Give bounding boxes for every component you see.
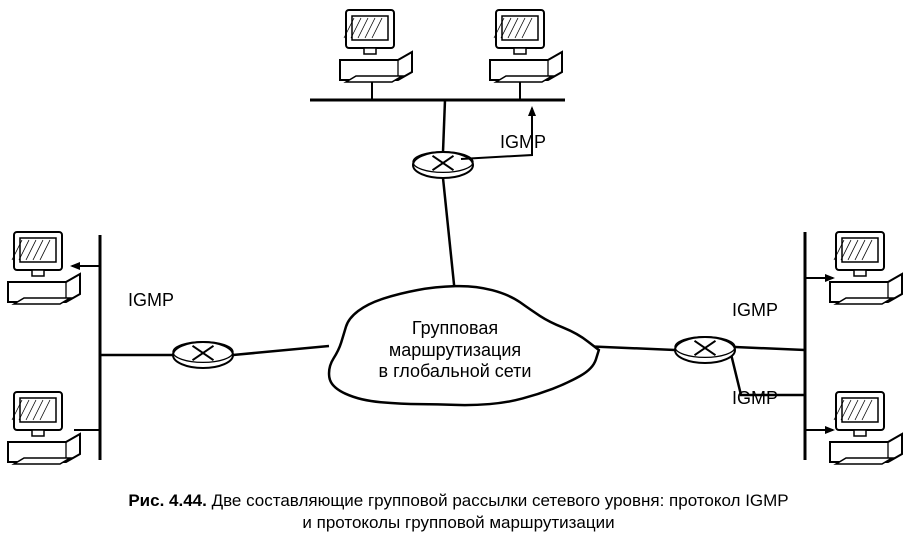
drop-top-router: [443, 100, 445, 152]
host-left-lower: [8, 392, 80, 464]
caption-line2: и протоколы групповой маршрутизации: [302, 513, 614, 532]
host-top-left: [340, 10, 412, 82]
igmp-label-top: IGMP: [500, 132, 546, 153]
drop-right-router-1: [735, 347, 805, 350]
router-left: [173, 342, 233, 368]
diagram-svg: [0, 0, 917, 536]
cloud-line3: в глобальной сети: [379, 361, 532, 381]
router-right: [675, 337, 735, 363]
igmp-label-left: IGMP: [128, 290, 174, 311]
cloud-text: Групповая маршрутизация в глобальной сет…: [330, 318, 580, 383]
host-top-right: [490, 10, 562, 82]
router-top: [413, 152, 473, 178]
figure-number: Рис. 4.44.: [128, 491, 207, 510]
link-top-cloud: [443, 178, 455, 294]
host-right-lower: [830, 392, 902, 464]
cloud-line1: Групповая: [412, 318, 498, 338]
igmp-label-right-upper: IGMP: [732, 300, 778, 321]
caption-line1: Две составляющие групповой рассылки сете…: [212, 491, 789, 510]
host-left-upper: [8, 232, 80, 304]
diagram-stage: IGMP IGMP IGMP IGMP Групповая маршрутиза…: [0, 0, 917, 536]
igmp-label-right-lower: IGMP: [732, 388, 778, 409]
host-right-upper: [830, 232, 902, 304]
figure-caption: Рис. 4.44. Две составляющие групповой ра…: [0, 490, 917, 534]
cloud-line2: маршрутизация: [389, 340, 521, 360]
link-left-cloud: [233, 346, 329, 355]
